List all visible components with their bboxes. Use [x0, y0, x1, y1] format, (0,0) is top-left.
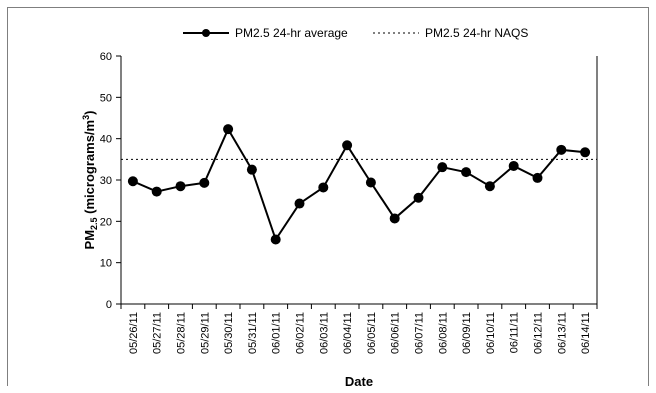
x-tick-label: 05/29/11: [199, 312, 211, 354]
legend-label-average: PM2.5 24-hr average: [235, 26, 348, 40]
y-tick-label: 0: [106, 299, 112, 311]
x-tick-label: 05/28/11: [176, 312, 188, 354]
x-tick-label: 05/26/11: [128, 312, 140, 354]
y-ticks: 0 10 20 30 40 50 60: [100, 51, 121, 311]
data-point: [484, 181, 495, 192]
data-point: [389, 213, 400, 224]
data-point: [127, 176, 138, 187]
x-tick-label: 05/30/11: [223, 312, 235, 354]
x-ticks: 05/26/11 05/27/11 05/28/11 05/29/11 05/30/11…: [120, 304, 598, 354]
data-point: [318, 182, 329, 193]
data-point: [223, 124, 234, 135]
y-tick-label: 10: [100, 258, 112, 270]
legend-label-naqs: PM2.5 24-hr NAQS: [425, 26, 528, 40]
legend-marker-average: [202, 29, 210, 37]
data-point: [556, 144, 567, 155]
y-axis-title: PM2.5 (micrograms/m3): [81, 111, 99, 250]
data-point: [342, 140, 353, 151]
x-tick-label: 06/10/11: [485, 312, 497, 354]
data-point: [461, 167, 472, 178]
x-axis-title: Date: [345, 374, 373, 389]
x-tick-label: 06/05/11: [366, 312, 378, 354]
data-point: [246, 164, 257, 175]
data-point: [199, 177, 210, 188]
x-tick-label: 06/08/11: [437, 312, 449, 354]
y-tick-label: 40: [100, 134, 112, 146]
data-point: [580, 147, 591, 158]
data-point: [508, 160, 519, 171]
data-point: [437, 162, 448, 173]
x-tick-label: 06/06/11: [390, 312, 402, 354]
x-tick-label: 06/01/11: [271, 312, 283, 354]
average-series: [127, 124, 591, 245]
data-point: [294, 198, 305, 209]
x-tick-label: 05/31/11: [247, 312, 259, 354]
data-point: [413, 192, 424, 203]
x-tick-label: 06/09/11: [461, 312, 473, 354]
data-point: [270, 234, 281, 245]
legend: PM2.5 24-hr average PM2.5 24-hr NAQS: [183, 26, 528, 40]
x-tick-label: 06/07/11: [414, 312, 426, 354]
y-tick-label: 50: [100, 92, 112, 104]
y-tick-label: 20: [100, 216, 112, 228]
y-tick-label: 60: [100, 51, 112, 63]
x-tick-label: 06/13/11: [556, 312, 568, 354]
y-tick-label: 30: [100, 175, 112, 187]
x-tick-label: 05/27/11: [152, 312, 164, 354]
x-tick-label: 06/14/11: [580, 312, 592, 354]
x-tick-label: 06/03/11: [318, 312, 330, 354]
data-point: [151, 186, 162, 197]
x-tick-label: 06/04/11: [342, 312, 354, 354]
average-line: [132, 126, 586, 242]
data-point: [365, 177, 376, 188]
x-tick-label: 06/12/11: [533, 312, 545, 354]
x-tick-label: 06/02/11: [295, 312, 307, 354]
data-point: [175, 181, 186, 192]
data-point: [532, 172, 543, 183]
chart-frame: [7, 7, 649, 386]
x-tick-label: 06/11/11: [509, 312, 521, 353]
